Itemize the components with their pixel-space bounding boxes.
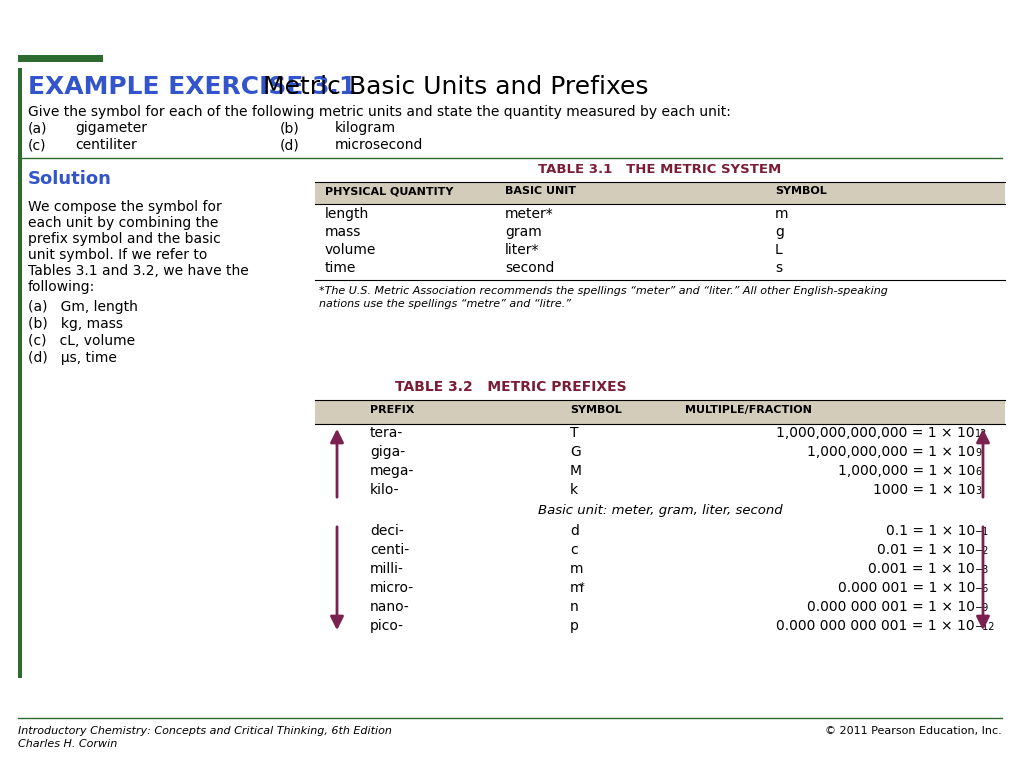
Text: liter*: liter*	[504, 243, 539, 257]
Text: pico-: pico-	[370, 619, 404, 633]
Text: 0.000 001 = 1 × 10: 0.000 001 = 1 × 10	[837, 581, 974, 595]
Text: −2: −2	[974, 546, 988, 556]
Bar	[18, 68, 22, 678]
Text: −1: −1	[974, 527, 988, 537]
Text: milli-: milli-	[370, 562, 404, 576]
Text: SYMBOL: SYMBOL	[774, 186, 826, 196]
Text: p: p	[570, 619, 579, 633]
Text: m: m	[570, 562, 583, 576]
Text: centi-: centi-	[370, 543, 409, 557]
Bar	[18, 55, 103, 62]
Text: PHYSICAL QUANTITY: PHYSICAL QUANTITY	[325, 186, 452, 196]
Text: G: G	[570, 445, 580, 459]
Text: unit symbol. If we refer to: unit symbol. If we refer to	[28, 248, 207, 262]
Text: T: T	[570, 426, 578, 440]
Text: (c): (c)	[28, 138, 47, 152]
Text: 1,000,000,000,000 = 1 × 10: 1,000,000,000,000 = 1 × 10	[775, 426, 974, 440]
Text: m: m	[774, 207, 788, 221]
Text: micro-: micro-	[370, 581, 414, 595]
Text: M: M	[570, 464, 582, 478]
Text: *: *	[580, 582, 584, 592]
Text: g: g	[774, 225, 784, 239]
Text: microsecond: microsecond	[334, 138, 423, 152]
Text: s: s	[774, 261, 782, 275]
Text: gigameter: gigameter	[75, 121, 147, 135]
Text: TABLE 3.1   THE METRIC SYSTEM: TABLE 3.1 THE METRIC SYSTEM	[538, 163, 781, 176]
Text: Introductory Chemistry: Concepts and Critical Thinking, 6th Edition: Introductory Chemistry: Concepts and Cri…	[18, 726, 391, 736]
Text: 12: 12	[974, 429, 986, 439]
Text: gram: gram	[504, 225, 541, 239]
Bar	[315, 400, 1004, 424]
Text: Tables 3.1 and 3.2, we have the: Tables 3.1 and 3.2, we have the	[28, 264, 249, 278]
Text: 0.000 000 000 001 = 1 × 10: 0.000 000 000 001 = 1 × 10	[775, 619, 974, 633]
Text: 0.001 = 1 × 10: 0.001 = 1 × 10	[867, 562, 974, 576]
Text: 0.01 = 1 × 10: 0.01 = 1 × 10	[876, 543, 974, 557]
Text: TABLE 3.2   METRIC PREFIXES: TABLE 3.2 METRIC PREFIXES	[394, 380, 626, 394]
Text: time: time	[325, 261, 356, 275]
Text: © 2011 Pearson Education, Inc.: © 2011 Pearson Education, Inc.	[824, 726, 1001, 736]
Text: Solution: Solution	[28, 170, 112, 188]
Text: (d)   μs, time: (d) μs, time	[28, 351, 117, 365]
Text: nano-: nano-	[370, 600, 410, 614]
Text: Give the symbol for each of the following metric units and state the quantity me: Give the symbol for each of the followin…	[28, 105, 731, 119]
Text: 3: 3	[974, 486, 980, 496]
Text: SYMBOL: SYMBOL	[570, 405, 622, 415]
Text: *The U.S. Metric Association recommends the spellings “meter” and “liter.” All o: *The U.S. Metric Association recommends …	[319, 286, 887, 296]
Text: (d): (d)	[280, 138, 300, 152]
Bar	[315, 182, 1004, 204]
Text: (b)   kg, mass: (b) kg, mass	[28, 317, 123, 331]
Text: giga-: giga-	[370, 445, 405, 459]
Text: prefix symbol and the basic: prefix symbol and the basic	[28, 232, 220, 246]
Text: Charles H. Corwin: Charles H. Corwin	[18, 739, 117, 749]
Text: length: length	[325, 207, 369, 221]
Text: volume: volume	[325, 243, 376, 257]
Text: kilogram: kilogram	[334, 121, 395, 135]
Text: kilo-: kilo-	[370, 483, 399, 497]
Text: 1,000,000 = 1 × 10: 1,000,000 = 1 × 10	[837, 464, 974, 478]
Text: Metric Basic Units and Prefixes: Metric Basic Units and Prefixes	[255, 75, 648, 99]
Text: meter*: meter*	[504, 207, 553, 221]
Text: −12: −12	[974, 622, 995, 632]
Text: BASIC UNIT: BASIC UNIT	[504, 186, 576, 196]
Text: (b): (b)	[280, 121, 300, 135]
Text: second: second	[504, 261, 554, 275]
Text: We compose the symbol for: We compose the symbol for	[28, 200, 221, 214]
Text: nations use the spellings “metre” and “litre.”: nations use the spellings “metre” and “l…	[319, 299, 571, 309]
Text: k: k	[570, 483, 578, 497]
Text: 0.000 000 001 = 1 × 10: 0.000 000 001 = 1 × 10	[806, 600, 974, 614]
Text: centiliter: centiliter	[75, 138, 137, 152]
Text: L: L	[774, 243, 782, 257]
Text: mega-: mega-	[370, 464, 414, 478]
Text: −3: −3	[974, 565, 988, 575]
Text: −6: −6	[974, 584, 988, 594]
Text: m: m	[570, 581, 583, 595]
Text: c: c	[570, 543, 577, 557]
Text: 1,000,000,000 = 1 × 10: 1,000,000,000 = 1 × 10	[806, 445, 974, 459]
Text: mass: mass	[325, 225, 361, 239]
Text: MULTIPLE/FRACTION: MULTIPLE/FRACTION	[685, 405, 811, 415]
Text: following:: following:	[28, 280, 95, 294]
Text: (a)   Gm, length: (a) Gm, length	[28, 300, 138, 314]
Text: each unit by combining the: each unit by combining the	[28, 216, 218, 230]
Text: 0.1 = 1 × 10: 0.1 = 1 × 10	[884, 524, 974, 538]
Text: tera-: tera-	[370, 426, 403, 440]
Text: deci-: deci-	[370, 524, 404, 538]
Text: Basic unit: meter, gram, liter, second: Basic unit: meter, gram, liter, second	[537, 504, 782, 517]
Text: 6: 6	[974, 467, 980, 477]
Text: EXAMPLE EXERCISE 3.1: EXAMPLE EXERCISE 3.1	[28, 75, 356, 99]
Text: d: d	[570, 524, 579, 538]
Text: 9: 9	[974, 448, 980, 458]
Text: n: n	[570, 600, 578, 614]
Text: (a): (a)	[28, 121, 48, 135]
Text: (c)   cL, volume: (c) cL, volume	[28, 334, 135, 348]
Text: 1000 = 1 × 10: 1000 = 1 × 10	[872, 483, 974, 497]
Text: −9: −9	[974, 603, 988, 613]
Text: PREFIX: PREFIX	[370, 405, 414, 415]
